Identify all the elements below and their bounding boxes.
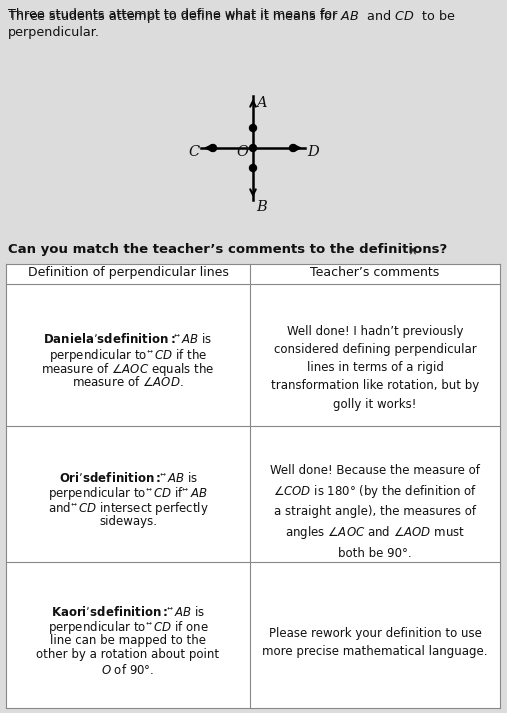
Circle shape (249, 125, 257, 131)
Text: measure of $\angle AOD$.: measure of $\angle AOD$. (72, 376, 184, 389)
Text: D: D (307, 145, 319, 159)
Text: $O$ of 90°.: $O$ of 90°. (101, 663, 155, 677)
Text: perpendicular to $\overleftrightarrow{CD}$ if the: perpendicular to $\overleftrightarrow{CD… (49, 347, 207, 364)
Circle shape (209, 145, 216, 151)
Text: Well done! Because the measure of
$\angle COD$ is 180° (by the definition of
a s: Well done! Because the measure of $\angl… (270, 463, 480, 560)
Text: other by a rotation about point: other by a rotation about point (37, 648, 220, 661)
Text: measure of $\angle AOC$ equals the: measure of $\angle AOC$ equals the (42, 361, 214, 378)
Text: $\bf{Ori’s definition:}$$\overleftrightarrow{AB}$ is: $\bf{Ori’s definition:}$$\overleftrighta… (58, 471, 198, 485)
Bar (6, 264, 500, 708)
Text: Definition of perpendicular lines: Definition of perpendicular lines (27, 266, 229, 279)
Text: perpendicular to $\overleftrightarrow{CD}$ if one: perpendicular to $\overleftrightarrow{CD… (48, 620, 208, 636)
Text: O: O (236, 145, 248, 159)
Text: Three students attempt to define what it means for $AB$  and $CD$  to be: Three students attempt to define what it… (8, 8, 455, 25)
Text: B: B (256, 200, 267, 214)
Circle shape (289, 145, 297, 151)
Text: A: A (256, 96, 267, 110)
Text: Please rework your definition to use
more precise mathematical language.: Please rework your definition to use mor… (262, 627, 488, 657)
Circle shape (249, 165, 257, 172)
Text: Three students attempt to define what it means for: Three students attempt to define what it… (8, 8, 341, 21)
Text: Teacher’s comments: Teacher’s comments (310, 266, 440, 279)
Text: Well done! I hadn’t previously
considered defining perpendicular
lines in terms : Well done! I hadn’t previously considere… (271, 324, 479, 411)
Text: perpendicular.: perpendicular. (8, 26, 100, 39)
Text: Can you match the teacher’s comments to the definitions?: Can you match the teacher’s comments to … (8, 243, 447, 256)
Text: line can be mapped to the: line can be mapped to the (50, 634, 206, 647)
Text: sideways.: sideways. (99, 515, 157, 528)
Text: $\bf{Daniela’s definition:}$$\overleftrightarrow{AB}$ is: $\bf{Daniela’s definition:}$$\overleftri… (44, 332, 212, 346)
Circle shape (249, 145, 257, 151)
Text: C: C (189, 145, 200, 159)
Text: $\bf{Kaori’s definition:}$$\overleftrightarrow{AB}$ is: $\bf{Kaori’s definition:}$$\overleftrigh… (51, 605, 205, 619)
Text: perpendicular to $\overleftrightarrow{CD}$ if $\overleftrightarrow{AB}$: perpendicular to $\overleftrightarrow{CD… (48, 486, 208, 503)
Text: and $\overleftrightarrow{CD}$ intersect perfectly: and $\overleftrightarrow{CD}$ intersect … (48, 500, 208, 517)
